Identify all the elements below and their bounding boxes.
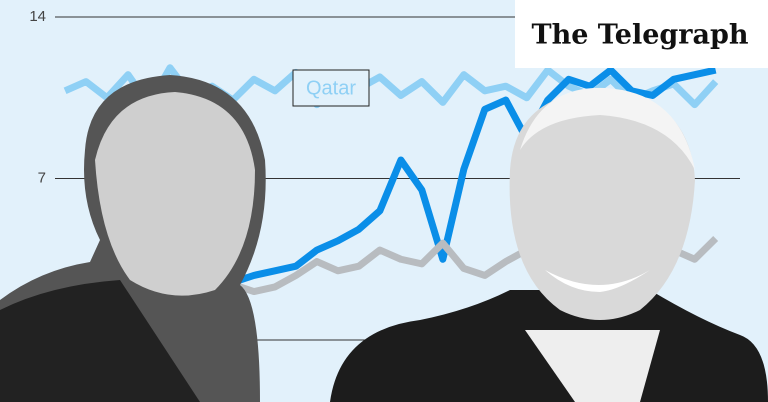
- series-line: [63, 64, 719, 109]
- series-label-box: [292, 69, 370, 107]
- brand-logo: The Telegraph: [531, 20, 748, 51]
- y-tick-label: 7: [38, 169, 46, 186]
- right-figure: [330, 87, 768, 402]
- series-label: Qatar: [306, 77, 356, 99]
- left-figure: [0, 75, 266, 402]
- y-tick-label: 14: [29, 8, 46, 25]
- logo-box: [515, 0, 768, 68]
